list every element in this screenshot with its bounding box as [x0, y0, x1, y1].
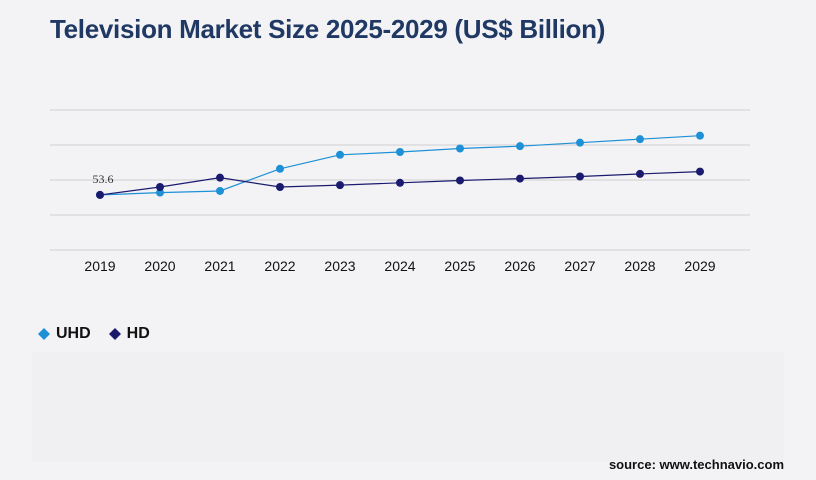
- legend-label-hd: HD: [126, 325, 150, 342]
- data-point-hd: [516, 174, 524, 183]
- data-point-hd: [696, 167, 704, 176]
- data-point-hd: [396, 178, 404, 187]
- x-tick-label: 2028: [624, 258, 655, 274]
- data-point-uhd: [276, 164, 284, 173]
- source-credit: source: www.technavio.com: [608, 457, 784, 472]
- x-tick-label: 2024: [384, 258, 415, 274]
- data-point-uhd: [396, 148, 404, 156]
- x-tick-label: 2025: [444, 258, 475, 274]
- data-point-hd: [216, 173, 224, 182]
- data-point-hd: [156, 183, 164, 191]
- legend-marker-uhd: [38, 328, 50, 340]
- legend: UHD HD: [38, 325, 150, 343]
- data-point-hd: [336, 181, 344, 190]
- data-point-uhd: [216, 186, 224, 195]
- data-point-uhd: [696, 131, 704, 140]
- x-tick-label: 2019: [84, 258, 115, 274]
- lower-panel: [32, 352, 784, 462]
- legend-item-uhd: UHD: [38, 325, 91, 343]
- data-point-uhd: [576, 138, 584, 147]
- x-tick-label: 2022: [264, 258, 295, 274]
- x-tick-label: 2027: [564, 258, 595, 274]
- data-label: 53.6: [93, 172, 114, 186]
- x-tick-label: 2023: [324, 258, 355, 274]
- chart-title: Television Market Size 2025-2029 (US$ Bi…: [50, 14, 606, 44]
- data-point-hd: [636, 169, 644, 178]
- data-point-uhd: [456, 144, 464, 153]
- series-points: [96, 131, 704, 199]
- x-tick-label: 2020: [144, 258, 175, 274]
- data-point-hd: [576, 172, 584, 181]
- x-axis-ticks: 2019 2020 2021 2022 2023 2024 2025 2026 2027 2028…: [84, 258, 715, 274]
- data-point-uhd: [516, 142, 524, 151]
- data-point-uhd: [156, 188, 164, 197]
- data-point-uhd: [336, 150, 344, 159]
- x-tick-label: 2026: [504, 258, 535, 274]
- data-point-hd: [96, 190, 104, 199]
- legend-item-hd: HD: [108, 325, 150, 343]
- legend-marker-hd: [108, 328, 121, 340]
- data-point-hd: [456, 176, 464, 185]
- line-chart: 2019 2020 2021 2022 2023 2024 2025 2026 2027 2028…: [50, 109, 750, 274]
- data-labels: 53.6: [93, 172, 114, 186]
- legend-label-uhd: UHD: [56, 325, 91, 342]
- data-point-uhd: [636, 135, 644, 144]
- x-tick-label: 2029: [684, 258, 715, 274]
- x-tick-label: 2021: [204, 258, 235, 274]
- data-point-hd: [276, 183, 284, 191]
